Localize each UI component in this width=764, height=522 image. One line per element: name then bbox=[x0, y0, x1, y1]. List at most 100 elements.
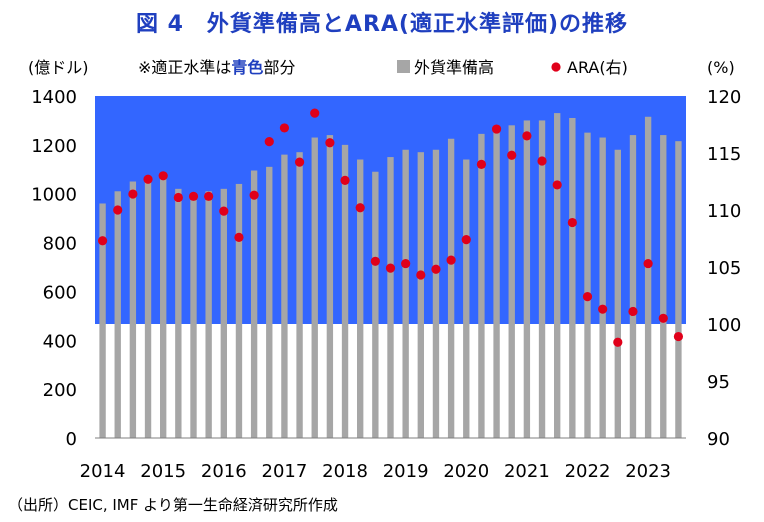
ara-point bbox=[279, 123, 290, 133]
right-tick-label: 90 bbox=[707, 429, 730, 450]
ara-point bbox=[552, 180, 562, 190]
reserve-bar bbox=[341, 144, 349, 438]
ara-point bbox=[97, 236, 108, 246]
reserve-bar bbox=[311, 137, 318, 438]
reserve-bar bbox=[675, 141, 682, 438]
ara-point bbox=[158, 171, 168, 181]
ara-point bbox=[173, 192, 183, 203]
x-tick-label: 2018 bbox=[322, 461, 368, 482]
ara-point bbox=[204, 191, 214, 201]
legend-ara-marker bbox=[551, 62, 561, 72]
ara-point bbox=[598, 304, 608, 314]
ara-point bbox=[385, 263, 396, 273]
ara-point bbox=[294, 157, 305, 167]
reserve-bar bbox=[523, 120, 531, 438]
ara-point bbox=[658, 313, 668, 323]
ara-point bbox=[416, 270, 426, 280]
source-note: （出所）CEIC, IMF より第一生命経済研究所作成 bbox=[8, 496, 338, 514]
ara-point bbox=[113, 205, 123, 215]
ara-point bbox=[567, 217, 577, 228]
reserve-bar bbox=[99, 203, 106, 438]
x-tick-label: 2020 bbox=[443, 461, 489, 482]
ara-point bbox=[476, 159, 487, 169]
reserve-bar bbox=[417, 152, 424, 438]
ara-point bbox=[446, 255, 456, 265]
ara-point bbox=[325, 138, 335, 148]
reserve-bar bbox=[402, 149, 409, 438]
ara-point bbox=[401, 258, 411, 269]
ara-point bbox=[340, 175, 350, 185]
x-tick-label: 2021 bbox=[504, 461, 550, 482]
left-tick-label: 0 bbox=[66, 429, 77, 450]
reserve-bar bbox=[281, 154, 288, 438]
legend-reserves-label: 外貨準備高 bbox=[414, 58, 494, 77]
reserve-bar bbox=[614, 149, 621, 438]
ara-point bbox=[370, 256, 380, 266]
ara-point bbox=[188, 191, 199, 201]
right-tick-label: 120 bbox=[707, 87, 741, 108]
reserve-bar bbox=[493, 128, 500, 438]
right-tick-label: 100 bbox=[707, 315, 741, 336]
reserve-bar bbox=[599, 137, 606, 438]
reserve-bar bbox=[220, 188, 227, 438]
right-tick-label: 110 bbox=[707, 201, 741, 222]
ara-point bbox=[310, 108, 320, 118]
ara-point bbox=[507, 150, 517, 160]
left-tick-label: 1400 bbox=[31, 87, 77, 108]
reserve-bar bbox=[387, 157, 394, 439]
ara-point bbox=[219, 206, 229, 216]
reserve-bar bbox=[250, 170, 258, 438]
x-tick-label: 2017 bbox=[262, 461, 308, 482]
ara-point bbox=[143, 174, 153, 184]
ara-point bbox=[643, 258, 653, 269]
ara-point bbox=[522, 131, 532, 141]
reserve-bar bbox=[463, 159, 470, 438]
x-tick-label: 2016 bbox=[201, 461, 247, 482]
reserve-bar bbox=[660, 135, 667, 439]
band-note-suffix: 部分 bbox=[263, 58, 295, 77]
right-tick-label: 95 bbox=[707, 372, 730, 393]
reserve-bar bbox=[538, 120, 546, 438]
ara-point bbox=[264, 137, 274, 147]
reserve-bar bbox=[205, 191, 212, 438]
left-tick-label: 400 bbox=[43, 331, 77, 352]
reserve-bar bbox=[326, 135, 334, 439]
ara-point bbox=[431, 264, 441, 274]
band-note-prefix: ※適正水準は bbox=[138, 58, 231, 77]
left-tick-label: 200 bbox=[43, 380, 77, 401]
reserve-bar bbox=[175, 188, 182, 438]
left-tick-label: 600 bbox=[43, 282, 77, 303]
reserve-bar bbox=[266, 166, 273, 439]
band-note-highlight: 青色 bbox=[231, 58, 263, 77]
reserve-bar bbox=[144, 176, 152, 438]
reserve-bar bbox=[508, 125, 515, 439]
ara-point bbox=[355, 203, 365, 213]
reserve-bar bbox=[357, 159, 364, 438]
reserve-bar bbox=[644, 116, 652, 438]
ara-point bbox=[249, 190, 259, 200]
left-tick-label: 800 bbox=[43, 234, 77, 255]
reserve-bar bbox=[584, 132, 591, 438]
reserve-bar bbox=[160, 174, 167, 438]
ara-point bbox=[491, 124, 502, 134]
reserve-bar bbox=[569, 117, 576, 438]
ara-point bbox=[582, 292, 593, 302]
reserve-bar bbox=[372, 171, 379, 438]
x-tick-label: 2015 bbox=[140, 461, 186, 482]
ara-point bbox=[673, 331, 684, 342]
ara-point bbox=[461, 235, 471, 245]
ara-point bbox=[613, 337, 623, 347]
reserve-bar bbox=[235, 183, 243, 438]
reserve-bar bbox=[296, 152, 303, 438]
reserve-bar bbox=[129, 181, 137, 438]
band-note: ※適正水準は青色部分 bbox=[138, 58, 295, 77]
ara-point bbox=[128, 189, 138, 199]
legend-reserves-marker bbox=[397, 60, 410, 73]
reserve-bar bbox=[554, 113, 561, 438]
left-tick-label: 1200 bbox=[31, 136, 77, 157]
reserve-bar bbox=[447, 138, 455, 438]
right-tick-label: 115 bbox=[707, 144, 741, 165]
right-axis-unit: (%) bbox=[707, 58, 735, 77]
ara-point bbox=[628, 306, 638, 317]
